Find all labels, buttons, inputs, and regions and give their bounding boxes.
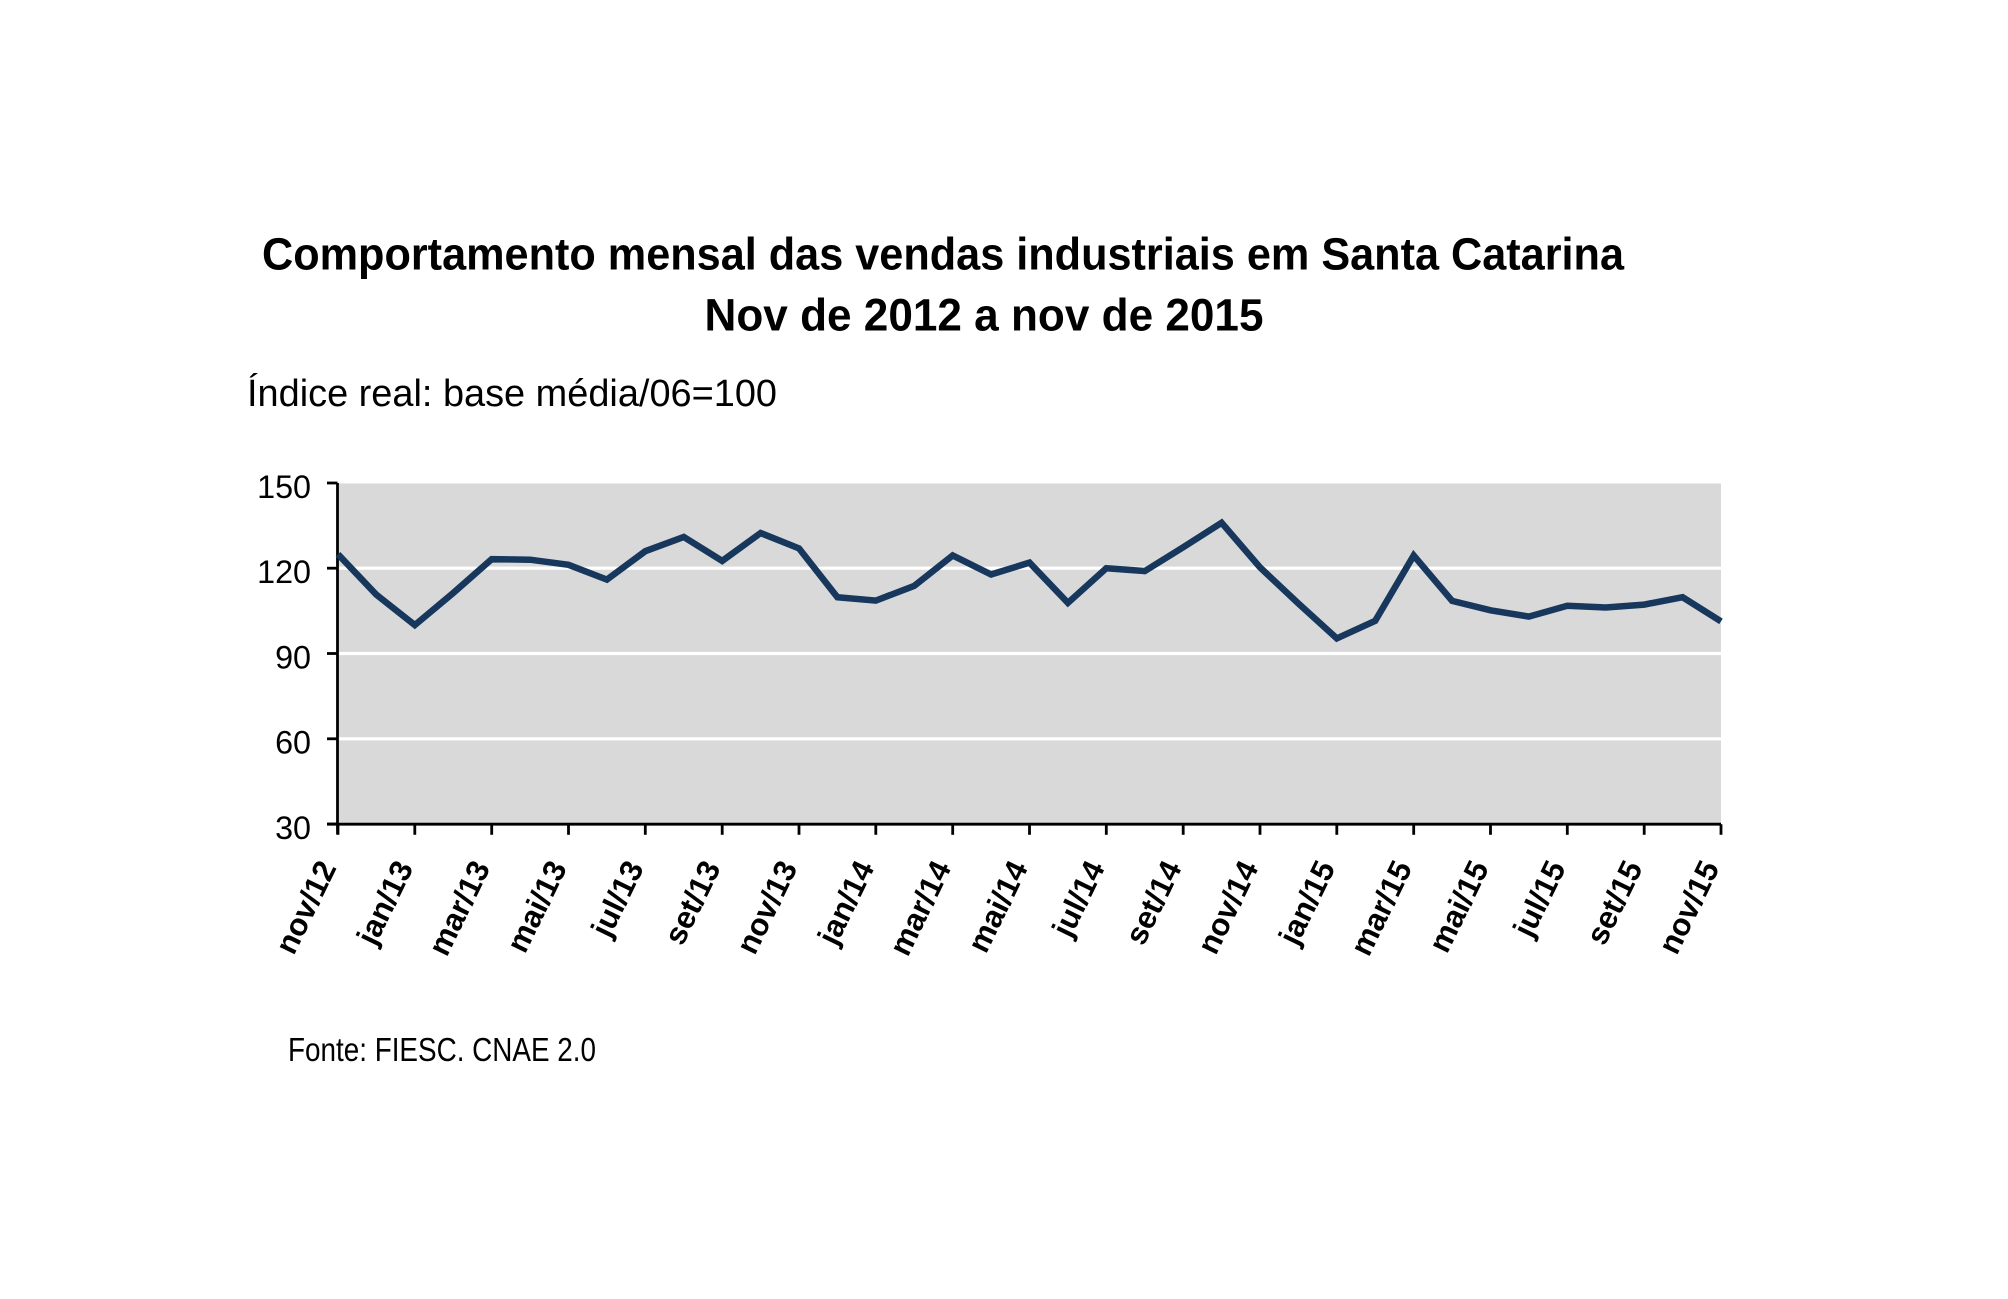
- svg-text:30: 30: [275, 810, 311, 846]
- svg-text:Fonte: FIESC. CNAE 2.0: Fonte: FIESC. CNAE 2.0: [288, 1031, 596, 1068]
- svg-text:Nov de 2012 a nov de 2015: Nov de 2012 a nov de 2015: [705, 290, 1264, 341]
- svg-text:Comportamento mensal das venda: Comportamento mensal das vendas industri…: [262, 229, 1625, 280]
- svg-text:120: 120: [257, 554, 311, 590]
- svg-text:90: 90: [275, 639, 311, 675]
- svg-text:150: 150: [257, 469, 311, 505]
- svg-text:60: 60: [275, 725, 311, 761]
- svg-text:Índice real: base média/06=100: Índice real: base média/06=100: [247, 372, 777, 415]
